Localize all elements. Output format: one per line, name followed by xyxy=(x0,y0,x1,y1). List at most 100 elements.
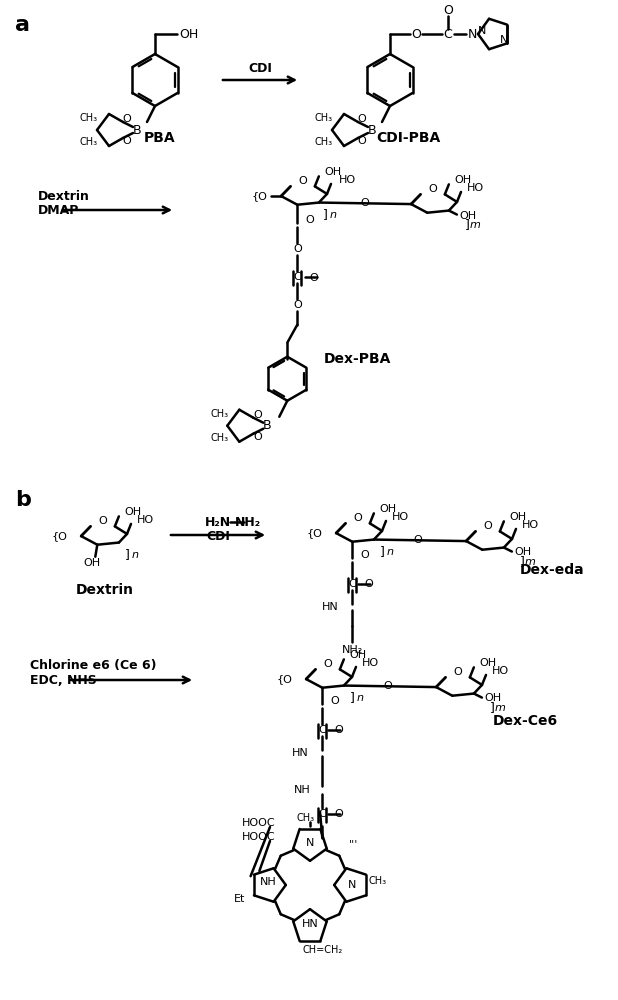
Text: n: n xyxy=(132,550,138,560)
Text: Dex-Ce6: Dex-Ce6 xyxy=(493,714,558,728)
Text: Chlorine e6 (Ce 6): Chlorine e6 (Ce 6) xyxy=(30,660,156,672)
Text: O: O xyxy=(309,273,318,283)
Text: O: O xyxy=(98,516,107,526)
Text: PBA: PBA xyxy=(144,131,176,145)
Text: O: O xyxy=(122,136,132,146)
Text: O: O xyxy=(454,667,462,677)
Text: O: O xyxy=(293,300,302,310)
Text: O: O xyxy=(411,27,421,40)
Text: ]: ] xyxy=(349,691,354,704)
Text: EDC, NHS: EDC, NHS xyxy=(30,674,97,686)
Text: Et: Et xyxy=(234,894,245,904)
Text: CH₃: CH₃ xyxy=(297,813,315,823)
Text: HO: HO xyxy=(522,520,539,530)
Text: NH₂: NH₂ xyxy=(342,645,363,655)
Text: NH₂: NH₂ xyxy=(235,516,261,528)
Text: OH: OH xyxy=(380,504,397,514)
Text: B: B xyxy=(133,123,142,136)
Text: CH₃: CH₃ xyxy=(80,137,98,147)
Text: Dex-eda: Dex-eda xyxy=(520,563,585,577)
Text: B: B xyxy=(368,123,376,136)
Text: OH: OH xyxy=(459,211,476,221)
Text: ]: ] xyxy=(465,218,469,231)
Text: OH: OH xyxy=(484,693,501,703)
Text: CDI: CDI xyxy=(248,62,272,75)
Text: O: O xyxy=(293,244,302,254)
Text: H₂N: H₂N xyxy=(205,516,231,528)
Text: CH₃: CH₃ xyxy=(315,137,333,147)
Text: HOOC: HOOC xyxy=(242,818,276,828)
Text: OH: OH xyxy=(179,27,198,40)
Text: O: O xyxy=(122,114,132,124)
Text: O: O xyxy=(428,184,437,194)
Text: Dextrin: Dextrin xyxy=(76,583,134,597)
Text: {O: {O xyxy=(251,191,267,201)
Text: O: O xyxy=(358,114,366,124)
Text: OH: OH xyxy=(125,507,142,517)
Text: O: O xyxy=(330,696,339,706)
Text: CH₃: CH₃ xyxy=(315,113,333,123)
Text: O: O xyxy=(358,136,366,146)
Text: b: b xyxy=(15,490,31,510)
Text: O: O xyxy=(360,550,369,560)
Text: O: O xyxy=(298,176,307,186)
Text: CDI-PBA: CDI-PBA xyxy=(376,131,440,145)
Text: O: O xyxy=(364,579,373,589)
Text: O: O xyxy=(323,659,332,669)
Text: NH: NH xyxy=(294,785,310,795)
Text: {O: {O xyxy=(306,528,322,538)
Text: OH: OH xyxy=(325,167,342,177)
Text: B: B xyxy=(263,419,272,432)
Text: HO: HO xyxy=(339,175,356,185)
Text: O: O xyxy=(253,432,261,442)
Text: NH: NH xyxy=(260,877,277,887)
Text: n: n xyxy=(329,210,336,220)
Text: HN: HN xyxy=(292,748,308,758)
Text: CH₃: CH₃ xyxy=(368,876,386,886)
Text: O: O xyxy=(334,725,342,735)
Text: C: C xyxy=(294,272,301,282)
Text: OH: OH xyxy=(455,175,472,185)
Text: CH₃: CH₃ xyxy=(80,113,98,123)
Text: OH: OH xyxy=(350,650,367,660)
Text: n: n xyxy=(386,547,394,557)
Text: ''': ''' xyxy=(349,839,358,849)
Text: m: m xyxy=(494,703,506,713)
Text: ]: ] xyxy=(520,555,524,568)
Text: {O: {O xyxy=(276,674,292,684)
Text: CH=CH₂: CH=CH₂ xyxy=(302,945,342,955)
Text: N: N xyxy=(347,880,356,890)
Text: HO: HO xyxy=(137,515,154,525)
Text: HO: HO xyxy=(492,666,509,676)
Text: m: m xyxy=(525,557,535,567)
Text: ]: ] xyxy=(323,208,328,221)
Text: O: O xyxy=(353,513,362,523)
Text: O: O xyxy=(253,410,261,420)
Text: C: C xyxy=(318,725,326,735)
Text: a: a xyxy=(15,15,30,35)
Text: {O: {O xyxy=(51,531,67,541)
Text: HOOC: HOOC xyxy=(242,832,276,842)
Text: O: O xyxy=(443,3,453,16)
Text: m: m xyxy=(470,220,480,230)
Text: ]: ] xyxy=(379,545,384,558)
Text: HO: HO xyxy=(467,183,484,193)
Text: C: C xyxy=(444,27,452,40)
Text: N: N xyxy=(500,35,508,45)
Text: O: O xyxy=(305,215,314,225)
Text: N: N xyxy=(478,26,486,36)
Text: CH₃: CH₃ xyxy=(210,409,229,419)
Text: OH: OH xyxy=(510,512,527,522)
Text: O: O xyxy=(483,521,492,531)
Text: O: O xyxy=(413,535,422,545)
Text: Dex-PBA: Dex-PBA xyxy=(324,352,391,366)
Text: O: O xyxy=(334,809,342,819)
Text: ]: ] xyxy=(489,701,494,714)
Text: ]: ] xyxy=(124,548,129,561)
Text: HN: HN xyxy=(321,602,338,612)
Text: HO: HO xyxy=(362,658,379,668)
Text: O: O xyxy=(384,681,392,691)
Text: HN: HN xyxy=(302,919,318,929)
Text: DMAP: DMAP xyxy=(38,205,79,218)
Text: C: C xyxy=(349,579,356,589)
